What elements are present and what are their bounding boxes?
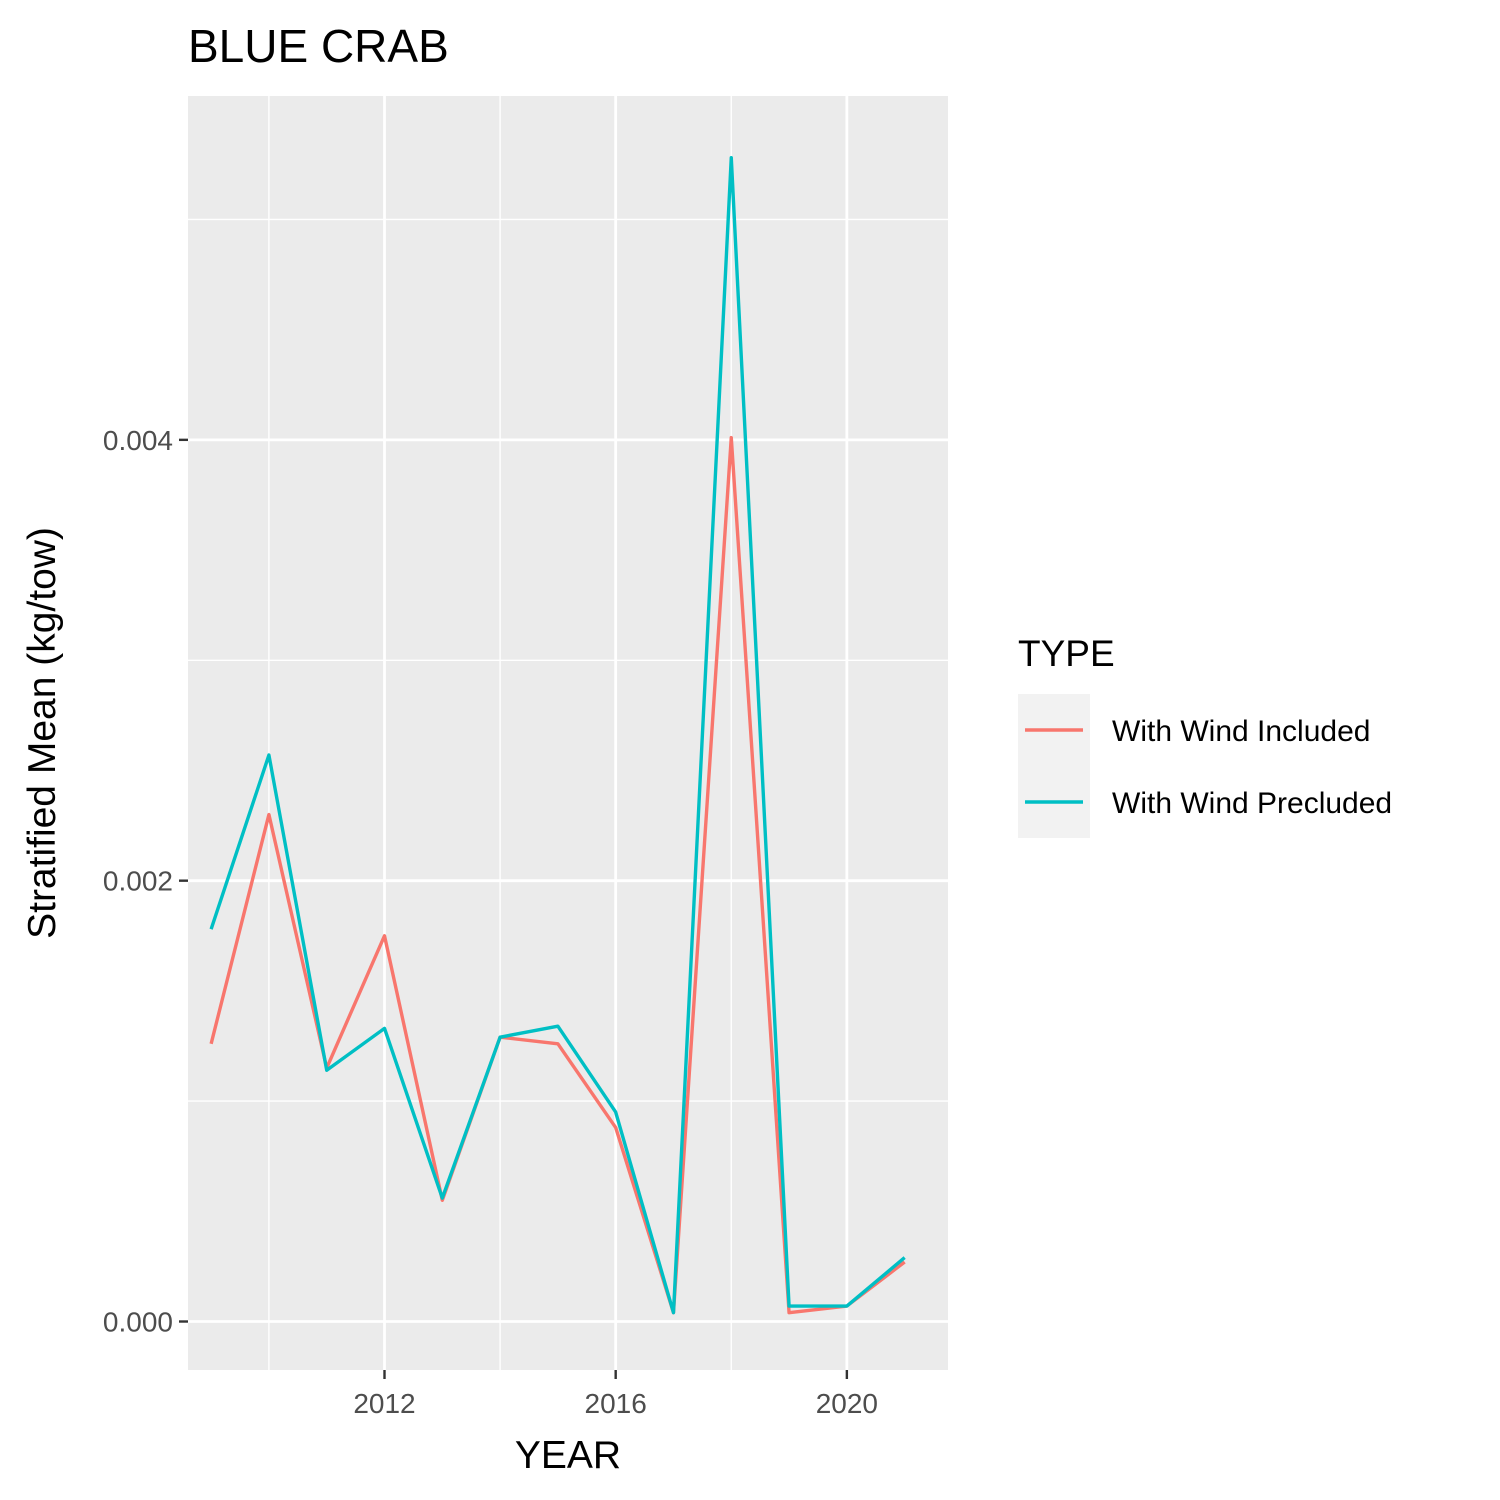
chart-title: BLUE CRAB bbox=[188, 20, 449, 72]
legend-title: TYPE bbox=[1018, 633, 1115, 674]
x-tick-label: 2012 bbox=[353, 1388, 415, 1419]
minor-gridlines bbox=[188, 96, 948, 1370]
y-axis-title: Stratified Mean (kg/tow) bbox=[21, 527, 64, 939]
x-axis-title: YEAR bbox=[515, 1434, 621, 1477]
x-tick-label: 2016 bbox=[585, 1388, 647, 1419]
series-lines bbox=[209, 156, 906, 1315]
x-tick-label: 2020 bbox=[816, 1388, 878, 1419]
legend: TYPE With Wind Included With Wind Preclud… bbox=[1018, 633, 1392, 838]
legend-key-background bbox=[1018, 694, 1090, 838]
axis-ticks bbox=[179, 438, 849, 1379]
y-tick-label: 0.000 bbox=[103, 1307, 173, 1338]
y-tick-label: 0.002 bbox=[103, 866, 173, 897]
legend-label-1: With Wind Precluded bbox=[1112, 787, 1392, 820]
tick-labels: 2012 2016 2020 0.000 0.002 0.004 bbox=[103, 425, 878, 1419]
series-line-1 bbox=[209, 156, 906, 1315]
major-gridlines bbox=[188, 96, 948, 1370]
legend-items: With Wind Included With Wind Precluded bbox=[1025, 715, 1392, 820]
plot-panel bbox=[188, 96, 948, 1370]
y-tick-label: 0.004 bbox=[103, 425, 173, 456]
legend-label-0: With Wind Included bbox=[1112, 715, 1370, 748]
